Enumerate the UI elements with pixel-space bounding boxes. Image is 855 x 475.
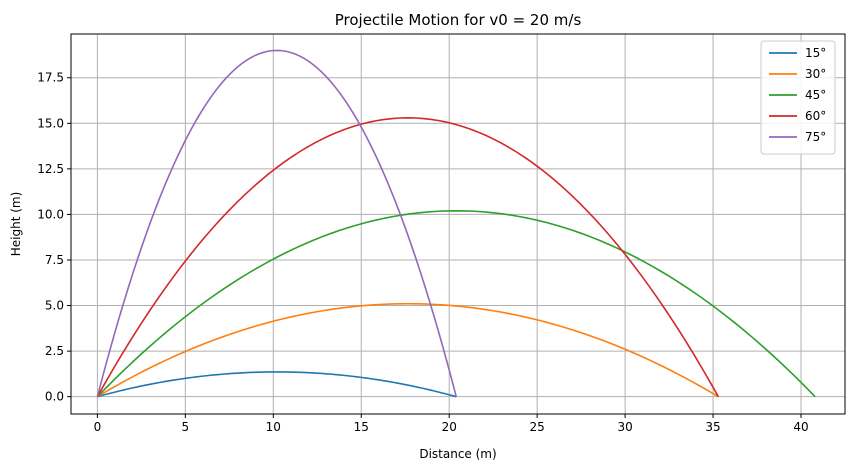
series-line: [96, 49, 458, 397]
series-line: [97, 371, 457, 398]
legend-label: 60°: [805, 109, 826, 123]
y-tick-label: 0.0: [45, 390, 64, 404]
y-tick-label: 7.5: [45, 253, 64, 267]
plot-frame: [70, 33, 846, 415]
chart-title: Projectile Motion for v0 = 20 m/s: [335, 11, 582, 29]
x-tick-label: 5: [182, 420, 190, 434]
y-tick-label: 5.0: [45, 299, 64, 313]
y-tick-label: 15.0: [37, 116, 64, 130]
x-tick-label: 20: [442, 420, 457, 434]
legend-label: 30°: [805, 67, 826, 81]
legend-label: 15°: [805, 46, 826, 60]
y-axis-label: Height (m): [9, 192, 23, 257]
x-tick-label: 15: [354, 420, 369, 434]
x-tick-label: 10: [266, 420, 281, 434]
legend-box: [760, 40, 836, 155]
legend: 15° 30° 45° 60° 75°: [760, 40, 836, 155]
x-tick-label: 35: [705, 420, 720, 434]
series-lines: [96, 49, 816, 398]
y-tick-label: 10.0: [37, 207, 64, 221]
x-tick-label: 40: [793, 420, 808, 434]
x-tick-label: 25: [530, 420, 545, 434]
legend-label: 75°: [805, 130, 826, 144]
legend-label: 45°: [805, 88, 826, 102]
x-tick-label: 30: [617, 420, 632, 434]
series-line: [96, 302, 719, 398]
series-line: [96, 117, 720, 398]
series-line: [96, 209, 816, 398]
y-tick-label: 17.5: [37, 71, 64, 85]
axis-ticks: 0 5 10 15 20 25 30 35 40 0.0 2.5 5.0 7.5 10.0 12.5 15.0…: [37, 71, 808, 434]
x-tick-label: 0: [94, 420, 102, 434]
y-tick-label: 12.5: [37, 162, 64, 176]
x-axis-label: Distance (m): [419, 447, 496, 461]
y-tick-label: 2.5: [45, 344, 64, 358]
